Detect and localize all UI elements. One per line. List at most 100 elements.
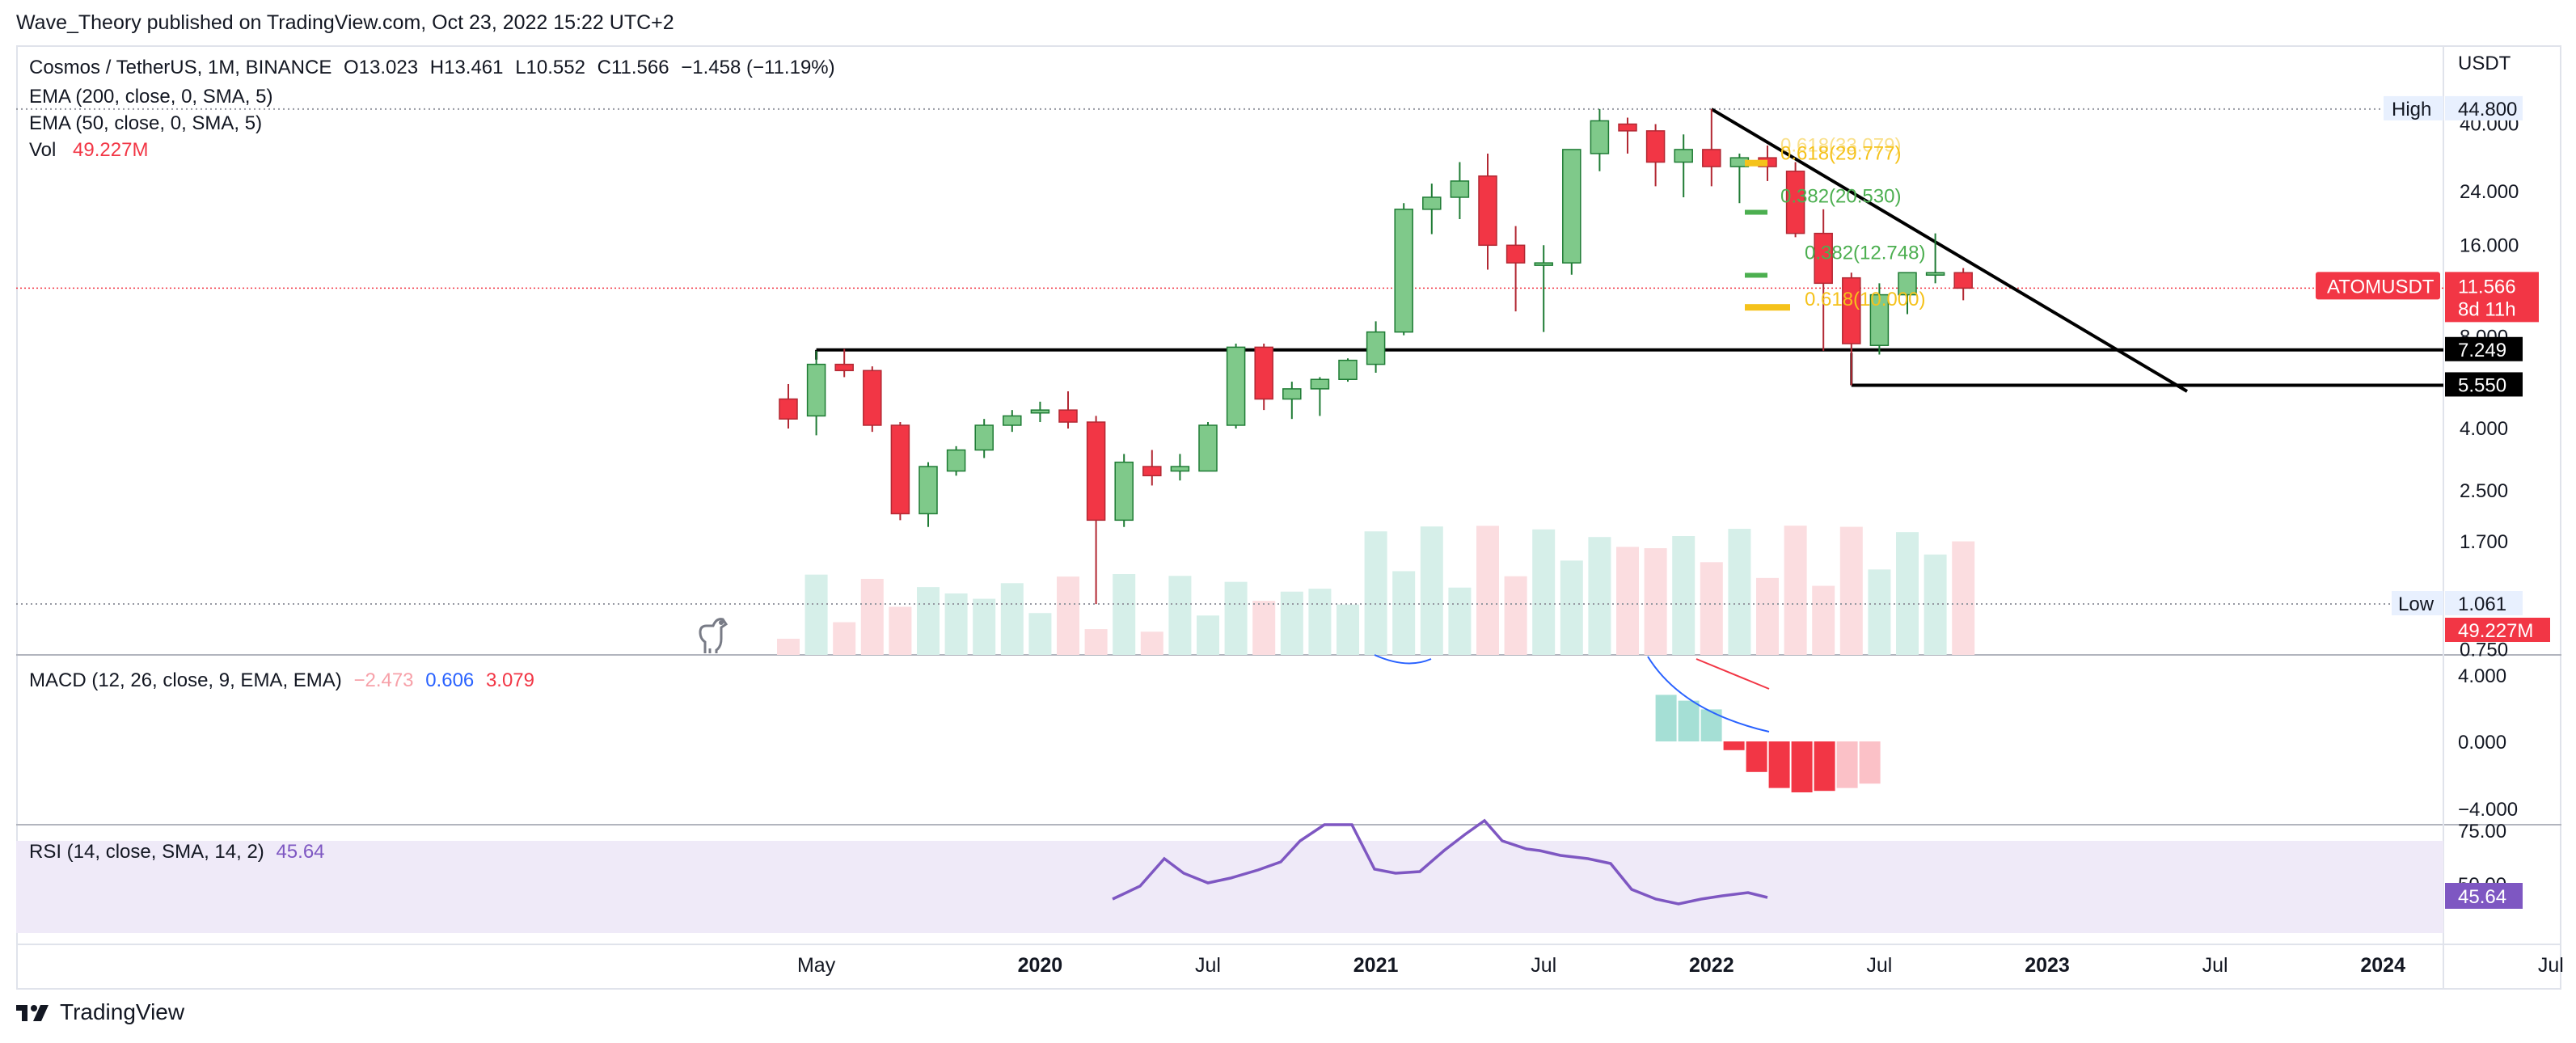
macd-hist-bar: [1678, 700, 1700, 741]
legend-rsi[interactable]: RSI (14, close, SMA, 14, 2) 45.64: [29, 841, 332, 864]
fib-marker: [1745, 304, 1790, 311]
candle-body: [1366, 331, 1386, 365]
volume-tag-text: 49.227M: [2458, 620, 2533, 642]
volume-bar: [1839, 526, 1863, 655]
candle-body: [1394, 209, 1413, 333]
candle: [1170, 454, 1190, 481]
chart-frame[interactable]: [16, 45, 2561, 990]
candle: [1198, 422, 1218, 472]
candle-body: [1562, 149, 1581, 264]
dino-icon[interactable]: [699, 618, 728, 653]
candle: [1226, 344, 1246, 429]
legend-volume[interactable]: Vol 49.227M: [29, 139, 154, 162]
candle: [1366, 321, 1386, 373]
macd-tick: 4.000: [2458, 665, 2506, 687]
candle-body: [1003, 415, 1022, 426]
candle-body: [806, 363, 826, 417]
legend-open: O13.023: [344, 57, 419, 78]
candle: [779, 383, 798, 429]
volume-bar: [1896, 532, 1919, 655]
time-label: May: [797, 954, 836, 977]
volume-bar: [1756, 577, 1779, 655]
candle-body: [1645, 130, 1666, 163]
fib-layer: 0.618(33.079)0.618(29.777) 0.382(20.530) 0…: [1745, 135, 1925, 311]
volume-bar: [1952, 541, 1975, 655]
volume-bar: [1028, 613, 1052, 655]
candle-body: [1114, 461, 1134, 522]
candle-body: [1086, 421, 1106, 522]
volume-bar: [1308, 589, 1332, 655]
high-value-text: 44.800: [2458, 99, 2517, 120]
candle-body: [1925, 272, 1945, 277]
volume-bar: [833, 622, 856, 655]
legend-vol-value: 49.227M: [73, 139, 149, 161]
macd-tick: −4.000: [2458, 799, 2518, 821]
candle-body: [1310, 378, 1330, 390]
candle-body: [1702, 149, 1721, 167]
volume-bar: [1616, 547, 1639, 655]
volume-bar: [1672, 535, 1696, 655]
time-label: 2023: [2025, 954, 2070, 977]
time-label: Jul: [1866, 954, 1892, 977]
price-tick: 1.700: [2460, 531, 2508, 553]
macd-hist-bar: [1746, 741, 1767, 772]
price-scale-currency: USDT: [2458, 53, 2511, 74]
candle: [1505, 226, 1526, 312]
candle-body: [1842, 277, 1861, 344]
fib-label-618-upper: 0.618(29.777): [1780, 143, 1901, 165]
candle: [806, 350, 826, 436]
candle: [1953, 268, 1973, 301]
candle: [1618, 117, 1637, 154]
footer-brand[interactable]: TradingView: [15, 999, 184, 1025]
candle-body: [918, 466, 938, 515]
low-tag: [2392, 591, 2443, 616]
low-value-tag: [2445, 591, 2523, 616]
macd-hist-bar: [1768, 741, 1790, 788]
fib-label-shadow: 0.618(33.079): [1780, 135, 1901, 157]
candle: [1478, 153, 1497, 270]
candle-body: [1282, 388, 1302, 400]
candle: [1898, 272, 1917, 315]
legend-vol-label: Vol: [29, 139, 57, 161]
level-tag-lower: [2445, 372, 2523, 397]
candle: [1674, 134, 1693, 197]
candle-body: [1618, 123, 1637, 132]
legend-ema50[interactable]: EMA (50, close, 0, SMA, 5): [29, 112, 263, 134]
candle: [1394, 203, 1413, 336]
volume-bar: [1252, 601, 1276, 655]
macd-tick: 0.000: [2458, 732, 2506, 754]
candle: [1869, 283, 1890, 355]
candle: [1338, 358, 1358, 382]
volume-bar: [1057, 576, 1079, 655]
price-tick: 2.500: [2460, 480, 2508, 502]
candle-body: [1226, 346, 1246, 426]
low-tag-label: Low: [2398, 593, 2435, 615]
candle: [1814, 209, 1833, 351]
candle-body: [946, 449, 966, 472]
legend-symbol[interactable]: Cosmos / TetherUS, 1M, BINANCE: [29, 57, 332, 78]
legend-macd[interactable]: MACD (12, 26, close, 9, EMA, EMA) −2.473…: [29, 669, 541, 692]
candle-body: [1953, 272, 1973, 289]
symbol-tag: [2316, 272, 2440, 300]
time-label: Jul: [2538, 954, 2564, 977]
macd-hist-bar: [1700, 709, 1722, 741]
rsi-layer: [1112, 818, 1768, 906]
main-legend[interactable]: Cosmos / TetherUS, 1M, BINANCE O13.023 H…: [29, 57, 842, 79]
last-price-text: 11.566: [2458, 276, 2516, 298]
candle-body: [1674, 149, 1693, 163]
volume-bar: [860, 578, 884, 655]
trendline: [1710, 108, 2189, 393]
candle: [1282, 382, 1302, 420]
volume-bar: [1448, 587, 1472, 655]
legend-rsi-value: 45.64: [276, 841, 325, 863]
publish-line: Wave_Theory published on TradingView.com…: [16, 11, 674, 34]
time-label: 2020: [1018, 954, 1063, 977]
legend-ema200[interactable]: EMA (200, close, 0, SMA, 5): [29, 86, 273, 108]
volume-bar: [1364, 531, 1387, 655]
candle-body: [1505, 244, 1526, 264]
candle: [1114, 454, 1134, 527]
price-tick: 24.000: [2460, 181, 2519, 203]
high-value-tag: [2445, 95, 2523, 120]
volume-bar: [804, 574, 828, 655]
